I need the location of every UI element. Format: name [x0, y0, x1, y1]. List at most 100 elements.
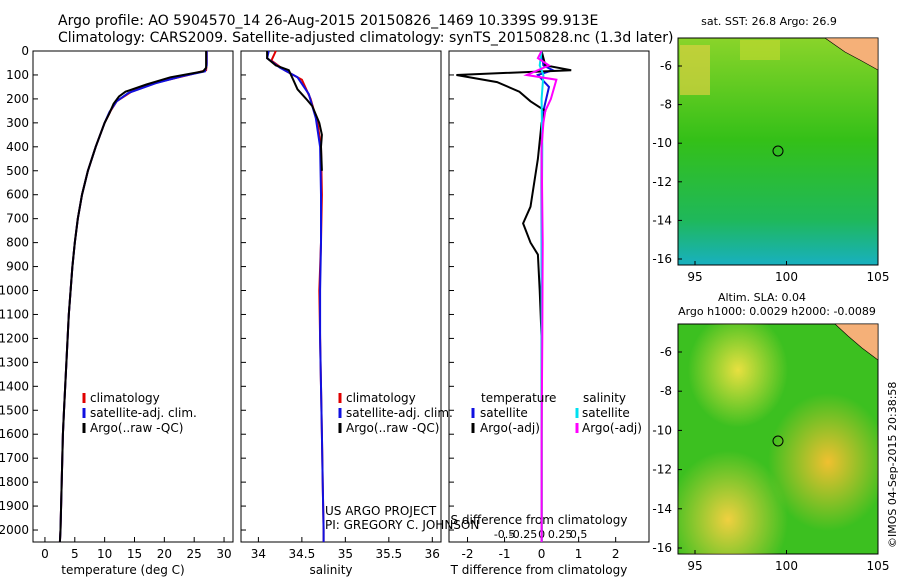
- x-tick-label-S: 0.25: [548, 528, 573, 541]
- series-satellite: [265, 50, 325, 542]
- x-tick-label: 1: [575, 547, 583, 561]
- x-tick-label: 15: [127, 547, 142, 561]
- sst-argo-location: [772, 145, 784, 157]
- sla-argo-location: [772, 435, 784, 447]
- y-tick-label: 900: [6, 260, 29, 274]
- x-tick-label: 5: [71, 547, 79, 561]
- sst-map-title: sat. SST: 26.8 Argo: 26.9: [701, 15, 837, 28]
- x-tick-label: 30: [216, 547, 231, 561]
- y-tick-label: 0: [21, 44, 29, 58]
- series-climatology: [270, 50, 325, 542]
- y-tick-label: 1300: [0, 355, 29, 369]
- sla-map: Altim. SLA: 0.04 Argo h1000: 0.0029 h200…: [677, 291, 879, 555]
- y-tick-label: 700: [6, 212, 29, 226]
- x-tick-label: 10: [97, 547, 112, 561]
- legend-T-label: temperature: [481, 391, 556, 405]
- footer-timestamp: ©IMOS 04-Sep-2015 20:38:58: [886, 382, 899, 548]
- y-tick-label: 1600: [0, 427, 29, 441]
- y-tick-label: 300: [6, 116, 29, 130]
- x-tick-label: 0: [41, 547, 49, 561]
- x-tick-label: 36: [425, 547, 440, 561]
- plot-frame: [32, 50, 234, 543]
- sla-map-title-1: Altim. SLA: 0.04: [718, 291, 806, 304]
- map-y-tick-label: -14: [652, 213, 672, 227]
- sst-warm-patch-2: [740, 40, 780, 60]
- y-tick-label: 1200: [0, 331, 29, 345]
- map-y-tick-label: -12: [652, 463, 672, 477]
- title-line-1: Argo profile: AO 5904570_14 26-Aug-2015 …: [58, 13, 598, 29]
- legend-T-label: Argo(-adj): [480, 421, 540, 435]
- series-climatology: [58, 51, 208, 543]
- map-y-tick-label: -6: [660, 59, 672, 73]
- salinity-panel: 34 34.5 35 35.5 36 salinity climatologysatelli…: [240, 50, 479, 577]
- map-x-tick-label: 100: [775, 559, 798, 573]
- series-s-argo: [523, 50, 558, 542]
- y-tick-label: 400: [6, 140, 29, 154]
- x-axis-label: temperature (deg C): [61, 563, 184, 577]
- y-tick-label: 600: [6, 188, 29, 202]
- y-tick-label: 1100: [0, 307, 29, 321]
- plot-frame: [240, 50, 442, 543]
- y-tick-label: 1900: [0, 499, 29, 513]
- sla-map-title-2: Argo h1000: 0.0029 h2000: -0.0089: [678, 305, 876, 318]
- sla-high-3: [678, 324, 878, 554]
- series-t-argo: [456, 50, 572, 542]
- x-tick-label: 2: [612, 547, 620, 561]
- x-tick-label: 20: [157, 547, 172, 561]
- x-axis-label-2: S difference from climatology: [451, 513, 628, 527]
- legend-label-argo: Argo(..raw -QC): [90, 421, 183, 435]
- difference-panel: -2 -1 0 1 2 T difference from climatology S di…: [448, 50, 650, 577]
- y-tick-label: 1700: [0, 451, 29, 465]
- map-y-tick-label: -6: [660, 345, 672, 359]
- map-x-tick-label: 95: [687, 270, 702, 284]
- legend-label-climatology: climatology: [346, 391, 416, 405]
- x-axis-label: T difference from climatology: [450, 563, 628, 577]
- x-tick-label: -1: [499, 547, 511, 561]
- sst-map: sat. SST: 26.8 Argo: 26.9: [677, 15, 879, 266]
- temperature-panel: 0 5 10 15 20 25 300100200300400500600700800900…: [0, 44, 234, 577]
- map-y-tick-label: -12: [652, 175, 672, 189]
- sst-land: [824, 37, 879, 71]
- map-y-tick-label: -10: [652, 136, 672, 150]
- map-y-tick-label: -8: [660, 384, 672, 398]
- y-tick-label: 500: [6, 164, 29, 178]
- x-tick-label-S: 0.5: [570, 528, 588, 541]
- series-satellite: [58, 51, 208, 543]
- x-tick-label: -2: [462, 547, 474, 561]
- map-x-tick-label: 100: [775, 270, 798, 284]
- x-tick-label: 34: [251, 547, 266, 561]
- sla-land: [834, 323, 879, 361]
- x-tick-label-S: -0.5: [494, 528, 515, 541]
- x-tick-label: 34.5: [289, 547, 316, 561]
- x-tick-label: 0: [538, 547, 546, 561]
- map-y-tick-label: -10: [652, 423, 672, 437]
- series-argo: [58, 51, 208, 543]
- series-argo: [266, 51, 323, 171]
- annotation-pi: PI: GREGORY C. JOHNSON: [325, 518, 479, 532]
- map-x-tick-label: 105: [867, 270, 890, 284]
- legend-label-satellite: satellite-adj. clim.: [90, 406, 197, 420]
- title-line-2: Climatology: CARS2009. Satellite-adjuste…: [58, 30, 673, 46]
- sst-map-frame: [677, 37, 879, 266]
- y-tick-label: 1500: [0, 403, 29, 417]
- x-tick-label: 35: [338, 547, 353, 561]
- map-y-tick-label: -16: [652, 541, 672, 555]
- y-tick-label: 800: [6, 236, 29, 250]
- x-axis-label: salinity: [309, 563, 352, 577]
- legend-label-argo: Argo(..raw -QC): [346, 421, 439, 435]
- x-tick-label: 35.5: [375, 547, 402, 561]
- legend-label-satellite: satellite-adj. clim.: [346, 406, 453, 420]
- map-y-tick-label: -8: [660, 98, 672, 112]
- y-tick-label: 200: [6, 92, 29, 106]
- y-tick-label: 1400: [0, 379, 29, 393]
- annotation-project: US ARGO PROJECT: [325, 504, 437, 518]
- legend-T-label: satellite: [480, 406, 528, 420]
- map-y-tick-label: -16: [652, 252, 672, 266]
- plot-frame: [448, 50, 650, 543]
- map-y-tick-label: -14: [652, 502, 672, 516]
- y-tick-label: 2000: [0, 523, 29, 537]
- legend-S-label: satellite: [582, 406, 630, 420]
- x-tick-label: 25: [187, 547, 202, 561]
- y-tick-label: 1000: [0, 284, 29, 298]
